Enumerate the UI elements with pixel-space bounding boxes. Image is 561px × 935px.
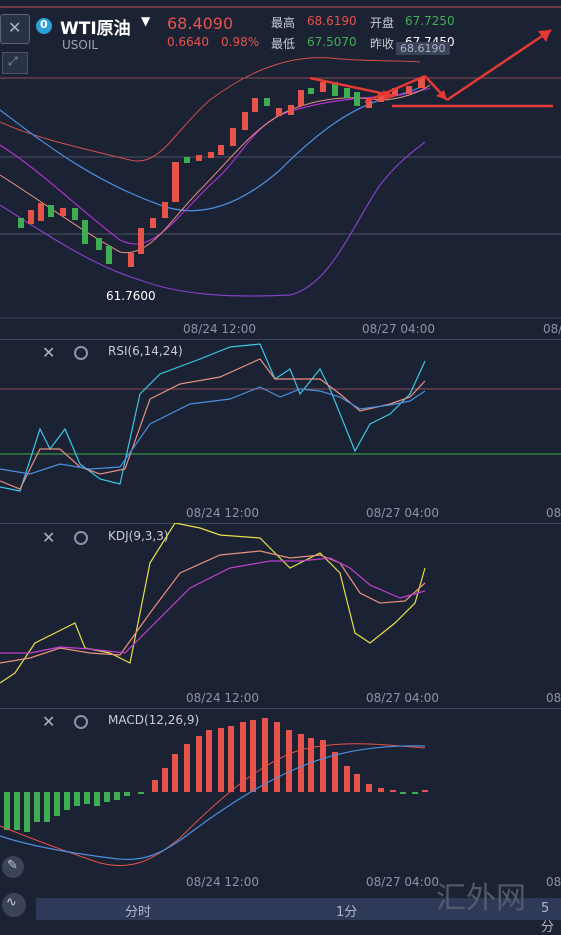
symbol-code: USOIL — [62, 38, 99, 52]
kdj-d-line — [0, 557, 426, 654]
pen-icon: ✎ — [7, 858, 18, 873]
rsi-time-tick-1: 08/24 12:00 — [186, 506, 259, 520]
ma-blue-line — [0, 84, 426, 212]
ma-purple-line — [0, 87, 431, 245]
rsi24-line — [0, 386, 426, 475]
macd-close-icon[interactable]: ✕ — [42, 712, 56, 731]
timeframe-bar — [36, 898, 561, 920]
close-button[interactable]: ✕ — [0, 14, 30, 44]
rsi-title: RSI(6,14,24) — [108, 344, 183, 358]
rsi-time-tick-3: 08/ — [546, 506, 561, 520]
tab-intraday[interactable]: 分时 — [125, 905, 152, 920]
kdj-j-line — [0, 523, 426, 684]
main-time-tick-2: 08/27 04:00 — [362, 322, 435, 336]
high-value: 68.6190 — [307, 14, 357, 28]
ma-salmon-line — [0, 84, 431, 254]
candles — [18, 78, 425, 267]
kdj-chart[interactable] — [0, 523, 561, 709]
rsi-settings-icon[interactable] — [74, 346, 88, 360]
main-time-tick-1: 08/24 12:00 — [183, 322, 256, 336]
macd-settings-icon[interactable] — [74, 715, 88, 729]
ma-upper-line — [0, 57, 421, 162]
rsi-close-icon[interactable]: ✕ — [42, 343, 56, 362]
pen-tool-button[interactable]: ✎ — [2, 856, 24, 878]
low-value: 67.5070 — [307, 35, 357, 49]
rsi-chart[interactable] — [0, 339, 561, 524]
kdj-close-icon[interactable]: ✕ — [42, 528, 56, 547]
macd-dea-line — [0, 745, 426, 861]
pencil-icon: ⤢ — [8, 54, 18, 68]
prev-close-label: 昨收 — [370, 37, 395, 51]
macd-time-tick-2: 08/27 04:00 — [366, 875, 439, 889]
rsi14-line — [0, 358, 426, 490]
kdj-title: KDJ(9,3,3) — [108, 529, 169, 543]
watermark: 汇外网 — [436, 881, 526, 916]
ma-lower-line — [0, 141, 426, 297]
kdj-time-tick-3: 08/ — [546, 691, 561, 705]
low-label: 最低 — [271, 37, 296, 51]
price-change-pct: 0.98% — [221, 35, 260, 49]
symbol-name[interactable]: WTI原油 — [60, 19, 131, 39]
last-price: 68.4090 — [167, 14, 234, 33]
indicator-icon: ∿ — [6, 895, 17, 910]
kdj-panel — [0, 523, 561, 710]
kdj-k-line — [0, 550, 426, 664]
open-label: 开盘 — [370, 16, 395, 30]
macd-title: MACD(12,26,9) — [108, 713, 200, 727]
main-chart[interactable] — [0, 0, 561, 340]
main-time-tick-3: 08/ — [543, 322, 561, 336]
tab-5min[interactable]: 5分 — [541, 901, 555, 935]
macd-histogram — [4, 718, 428, 832]
rsi-panel — [0, 339, 561, 525]
rsi-time-tick-2: 08/27 04:00 — [366, 506, 439, 520]
kdj-time-tick-1: 08/24 12:00 — [186, 691, 259, 705]
close-icon: ✕ — [8, 18, 22, 37]
open-value: 67.7250 — [405, 14, 455, 28]
draw-tool-button[interactable]: ⤢ — [2, 52, 28, 74]
price-change: 0.6640 — [167, 35, 209, 49]
high-label: 最高 — [271, 16, 296, 30]
price-axis-label: 68.6190 — [396, 42, 450, 55]
macd-chart[interactable] — [0, 708, 561, 898]
kdj-time-tick-2: 08/27 04:00 — [366, 691, 439, 705]
chevron-down-icon[interactable]: ▼ — [141, 14, 151, 28]
rsi6-line — [0, 343, 426, 492]
symbol-icon: 0 — [36, 18, 52, 34]
macd-time-tick-1: 08/24 12:00 — [186, 875, 259, 889]
kdj-settings-icon[interactable] — [74, 531, 88, 545]
macd-dif-line — [0, 743, 426, 866]
tab-1min[interactable]: 1分 — [336, 905, 358, 920]
macd-time-tick-3: 08/ — [546, 875, 561, 889]
indicator-button[interactable]: ∿ — [2, 893, 26, 917]
min-price-label: 61.7600 — [106, 289, 156, 303]
annotation-arrows — [309, 28, 553, 108]
macd-panel — [0, 708, 561, 899]
